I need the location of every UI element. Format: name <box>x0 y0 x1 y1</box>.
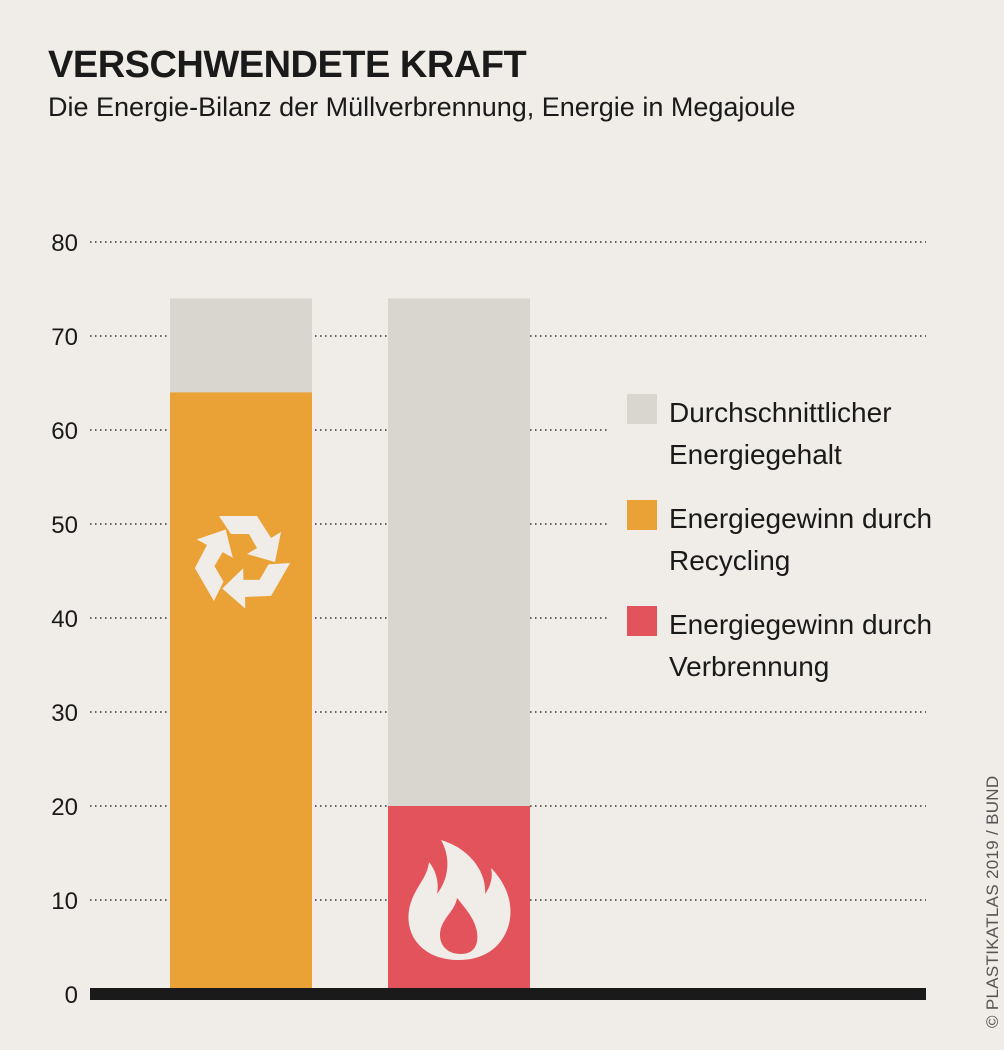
y-tick-label-30: 30 <box>51 700 78 727</box>
y-tick-label-80: 80 <box>51 230 78 257</box>
source-credit: © PLASTIKATLAS 2019 / BUND <box>983 775 1002 1028</box>
legend-label-incineration: Energiegewinn durch Verbrennung <box>669 609 933 682</box>
chart-title: VERSCHWENDETE KRAFT <box>48 44 527 86</box>
legend-item-recycling: Energiegewinn durch Recycling <box>627 498 967 582</box>
chart-subtitle: Die Energie-Bilanz der Müllverbrennung, … <box>48 92 796 122</box>
flame-icon <box>408 840 511 960</box>
legend-swatch-recycling <box>627 500 657 530</box>
legend-swatch-energy-content <box>627 394 657 424</box>
recycle-arrow <box>219 516 281 562</box>
legend-item-energy-content: Durchschnittlicher Energiegehalt <box>627 392 967 476</box>
recycle-icon <box>194 516 291 609</box>
recycle-arrow <box>194 529 233 602</box>
y-tick-label-40: 40 <box>51 606 78 633</box>
y-tick-label-70: 70 <box>51 324 78 351</box>
y-tick-label-10: 10 <box>51 888 78 915</box>
legend-label-recycling: Energiegewinn durch Recycling <box>669 503 933 576</box>
legend-item-incineration: Energiegewinn durch Verbrennung <box>627 604 967 688</box>
y-tick-label-60: 60 <box>51 418 78 445</box>
legend-swatch-incineration <box>627 606 657 636</box>
y-tick-label-50: 50 <box>51 512 78 539</box>
recycle-arrow <box>222 562 291 609</box>
legend-label-energy-content: Durchschnittlicher Energiegehalt <box>669 397 892 470</box>
y-tick-label-20: 20 <box>51 794 78 821</box>
x-axis-baseline <box>90 988 926 1000</box>
bar-recycling-1 <box>170 392 312 994</box>
flame-shape <box>408 840 511 960</box>
legend: Durchschnittlicher Energiegehalt Energie… <box>627 392 967 710</box>
y-tick-label-0: 0 <box>65 982 78 1009</box>
